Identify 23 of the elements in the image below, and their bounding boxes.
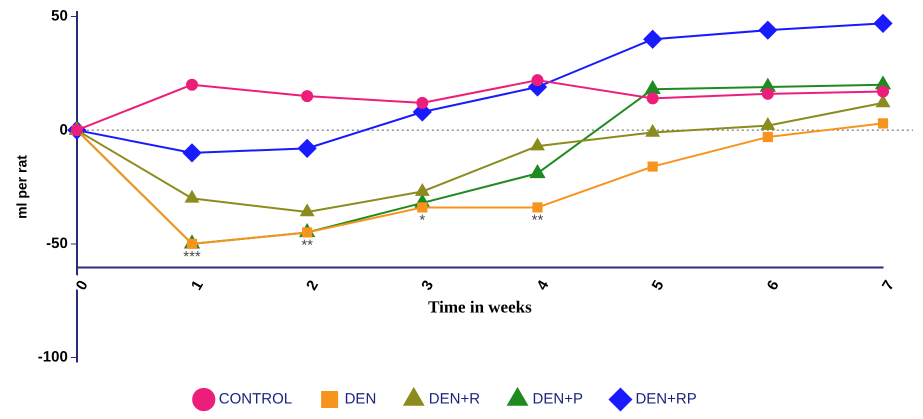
y-tick-label: -100 — [38, 348, 68, 366]
y-axis-title: ml per rat — [13, 154, 30, 219]
x-tick-label: 4 — [533, 277, 553, 294]
x-tick-label: 1 — [188, 278, 207, 294]
x-tick-label: 5 — [648, 278, 668, 294]
x-tick-label: 6 — [764, 278, 783, 294]
legend-label: DEN — [344, 390, 376, 408]
annotation: *** — [183, 248, 201, 266]
annotation: ** — [532, 212, 544, 230]
x-axis-title: Time in weeks — [428, 297, 532, 316]
annotation: * — [419, 212, 426, 230]
x-tick-label: 0 — [72, 278, 92, 294]
legend-label: DEN+P — [532, 390, 583, 408]
y-tick-label: -50 — [46, 234, 68, 252]
y-tick-label: 50 — [51, 8, 68, 25]
x-tick-label: 3 — [418, 278, 438, 294]
y-tick-label: 0 — [59, 121, 68, 138]
legend-label: DEN+R — [428, 390, 480, 408]
x-tick-label: 2 — [303, 278, 322, 294]
legend-label: DEN+RP — [635, 390, 697, 408]
legend-label: CONTROL — [218, 390, 292, 408]
x-tick-label: 7 — [878, 278, 898, 294]
annotation: ** — [301, 237, 314, 254]
